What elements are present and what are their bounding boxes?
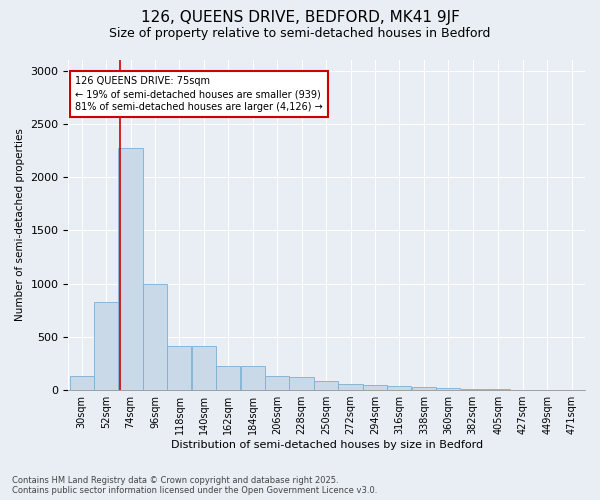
Bar: [412, 388, 436, 390]
Bar: [461, 389, 485, 390]
Text: 126, QUEENS DRIVE, BEDFORD, MK41 9JF: 126, QUEENS DRIVE, BEDFORD, MK41 9JF: [140, 10, 460, 25]
Bar: [192, 346, 216, 390]
Bar: [363, 386, 387, 390]
Bar: [70, 376, 94, 390]
Bar: [289, 377, 314, 390]
Bar: [241, 366, 265, 390]
Y-axis label: Number of semi-detached properties: Number of semi-detached properties: [15, 128, 25, 322]
Bar: [94, 302, 118, 390]
Bar: [118, 148, 143, 390]
Bar: [265, 376, 289, 390]
Text: Contains HM Land Registry data © Crown copyright and database right 2025.
Contai: Contains HM Land Registry data © Crown c…: [12, 476, 377, 495]
Bar: [167, 346, 191, 390]
Text: Size of property relative to semi-detached houses in Bedford: Size of property relative to semi-detach…: [109, 28, 491, 40]
Text: 126 QUEENS DRIVE: 75sqm
← 19% of semi-detached houses are smaller (939)
81% of s: 126 QUEENS DRIVE: 75sqm ← 19% of semi-de…: [75, 76, 323, 112]
Bar: [216, 366, 241, 390]
Bar: [486, 389, 511, 390]
Bar: [436, 388, 460, 390]
X-axis label: Distribution of semi-detached houses by size in Bedford: Distribution of semi-detached houses by …: [170, 440, 483, 450]
Bar: [314, 380, 338, 390]
Bar: [143, 284, 167, 390]
Bar: [387, 386, 412, 390]
Bar: [338, 384, 362, 390]
